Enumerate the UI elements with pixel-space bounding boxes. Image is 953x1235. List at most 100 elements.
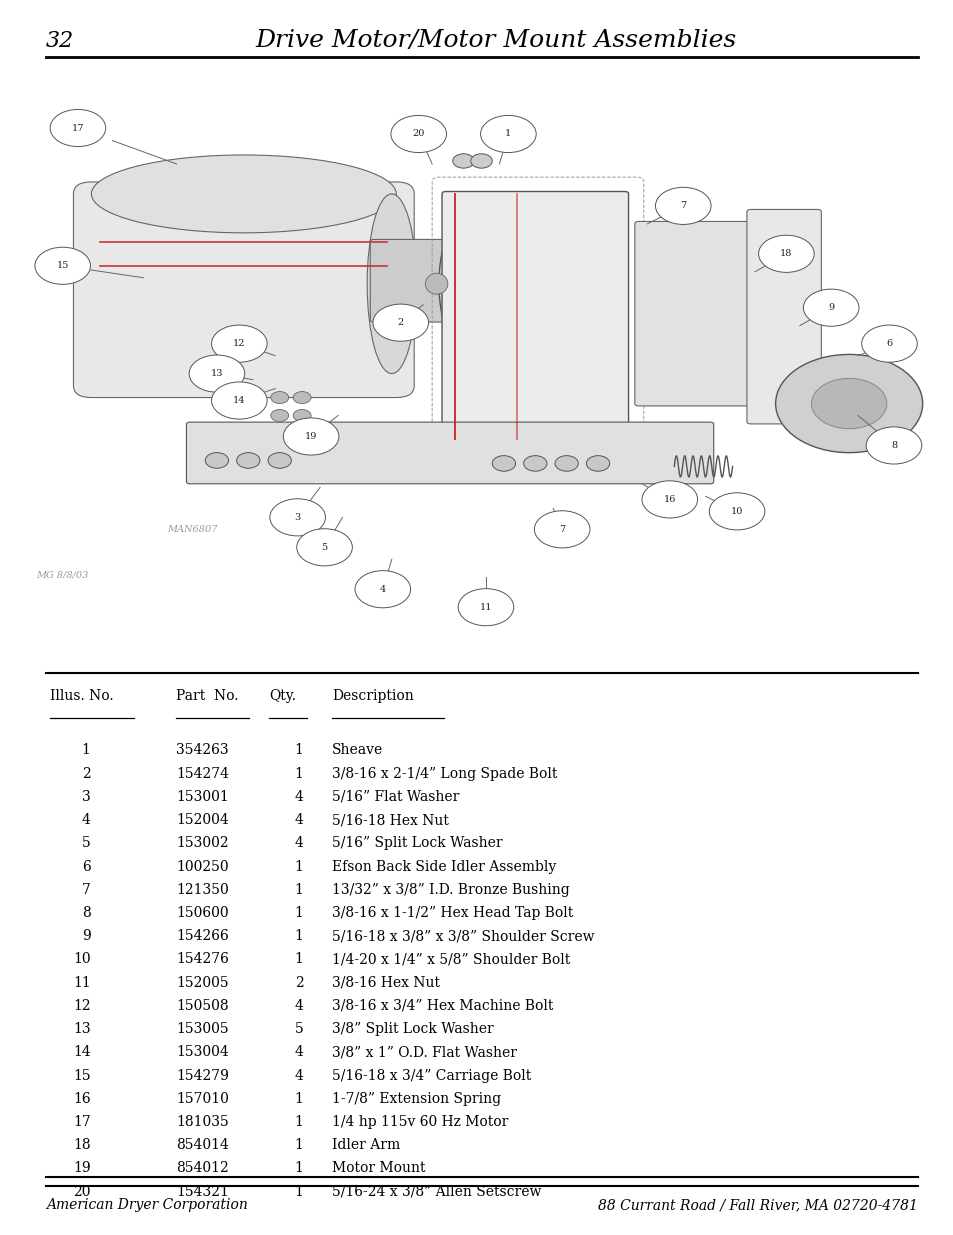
Circle shape <box>655 188 710 225</box>
Circle shape <box>523 456 546 472</box>
Text: 15: 15 <box>56 262 69 270</box>
Text: 854012: 854012 <box>176 1161 229 1176</box>
Text: 3: 3 <box>294 513 300 522</box>
Circle shape <box>586 456 609 472</box>
Text: 4: 4 <box>294 836 303 851</box>
Text: 4: 4 <box>379 584 386 594</box>
Text: 17: 17 <box>71 124 84 132</box>
Text: 16: 16 <box>663 495 676 504</box>
Circle shape <box>293 410 311 421</box>
Text: 2: 2 <box>397 319 403 327</box>
Circle shape <box>236 453 260 468</box>
Text: 150508: 150508 <box>176 999 229 1013</box>
Text: 4: 4 <box>294 999 303 1013</box>
Text: 6: 6 <box>885 340 892 348</box>
Circle shape <box>296 529 352 566</box>
Circle shape <box>205 453 229 468</box>
Text: 5/16-18 x 3/8” x 3/8” Shoulder Screw: 5/16-18 x 3/8” x 3/8” Shoulder Screw <box>332 929 594 944</box>
Text: 1: 1 <box>294 860 303 873</box>
Text: 3/8-16 x 3/4” Hex Machine Bolt: 3/8-16 x 3/4” Hex Machine Bolt <box>332 999 553 1013</box>
Text: 88 Currant Road / Fall River, MA 02720-4781: 88 Currant Road / Fall River, MA 02720-4… <box>598 1198 917 1212</box>
Text: 3: 3 <box>82 790 91 804</box>
Text: 11: 11 <box>479 603 492 611</box>
Text: 13/32” x 3/8” I.D. Bronze Bushing: 13/32” x 3/8” I.D. Bronze Bushing <box>332 883 569 897</box>
Text: 1: 1 <box>294 952 303 967</box>
Text: 100250: 100250 <box>176 860 229 873</box>
Text: 154321: 154321 <box>176 1184 229 1199</box>
Text: Illus. No.: Illus. No. <box>50 689 113 703</box>
Text: 5/16-18 Hex Nut: 5/16-18 Hex Nut <box>332 813 449 827</box>
Text: 5: 5 <box>294 1023 303 1036</box>
Text: 3/8” Split Lock Washer: 3/8” Split Lock Washer <box>332 1023 494 1036</box>
Circle shape <box>470 154 492 168</box>
Text: 1: 1 <box>294 767 303 781</box>
Circle shape <box>271 410 289 421</box>
Text: Sheave: Sheave <box>332 743 383 757</box>
Text: 9: 9 <box>827 304 834 312</box>
Circle shape <box>212 325 267 362</box>
Text: 152005: 152005 <box>176 976 229 989</box>
Text: 157010: 157010 <box>176 1092 229 1105</box>
FancyBboxPatch shape <box>634 221 767 406</box>
Circle shape <box>555 456 578 472</box>
Text: 1: 1 <box>294 1115 303 1129</box>
Text: 15: 15 <box>73 1068 91 1083</box>
Ellipse shape <box>91 154 395 233</box>
Text: 17: 17 <box>72 1115 91 1129</box>
Text: 7: 7 <box>82 883 91 897</box>
Ellipse shape <box>456 242 497 326</box>
Text: 153002: 153002 <box>176 836 229 851</box>
Text: 5/16-18 x 3/4” Carriage Bolt: 5/16-18 x 3/4” Carriage Bolt <box>332 1068 531 1083</box>
Text: 1: 1 <box>294 883 303 897</box>
Text: 1: 1 <box>294 1184 303 1199</box>
Text: 1/4 hp 115v 60 Hz Motor: 1/4 hp 115v 60 Hz Motor <box>332 1115 508 1129</box>
Circle shape <box>51 110 106 147</box>
Circle shape <box>811 378 886 429</box>
Circle shape <box>775 354 922 453</box>
Text: American Dryer Corporation: American Dryer Corporation <box>46 1198 247 1212</box>
Circle shape <box>453 154 474 168</box>
Text: 154276: 154276 <box>176 952 229 967</box>
FancyBboxPatch shape <box>73 182 414 398</box>
Text: Idler Arm: Idler Arm <box>332 1139 400 1152</box>
Text: 854014: 854014 <box>176 1139 229 1152</box>
Text: 153004: 153004 <box>176 1045 229 1060</box>
Text: MAN6807: MAN6807 <box>168 525 218 535</box>
Ellipse shape <box>425 273 447 294</box>
Text: 5/16-24 x 3/8” Allen Setscrew: 5/16-24 x 3/8” Allen Setscrew <box>332 1184 540 1199</box>
Text: 1-7/8” Extension Spring: 1-7/8” Extension Spring <box>332 1092 500 1105</box>
Text: 153001: 153001 <box>176 790 229 804</box>
Text: 5: 5 <box>321 543 327 552</box>
Text: Part  No.: Part No. <box>176 689 239 703</box>
Text: Qty.: Qty. <box>269 689 295 703</box>
Text: 4: 4 <box>294 1045 303 1060</box>
Text: 1: 1 <box>294 743 303 757</box>
Text: 154266: 154266 <box>176 929 229 944</box>
Text: 3/8” x 1” O.D. Flat Washer: 3/8” x 1” O.D. Flat Washer <box>332 1045 517 1060</box>
Circle shape <box>492 456 515 472</box>
Text: 7: 7 <box>679 201 685 210</box>
Text: 5/16” Flat Washer: 5/16” Flat Washer <box>332 790 459 804</box>
Text: 150600: 150600 <box>176 906 229 920</box>
Text: 7: 7 <box>558 525 565 534</box>
Circle shape <box>271 391 289 404</box>
Circle shape <box>373 304 428 341</box>
Circle shape <box>865 427 921 464</box>
Text: 1/4-20 x 1/4” x 5/8” Shoulder Bolt: 1/4-20 x 1/4” x 5/8” Shoulder Bolt <box>332 952 570 967</box>
Text: 8: 8 <box>82 906 91 920</box>
Text: 20: 20 <box>73 1184 91 1199</box>
Text: 121350: 121350 <box>176 883 229 897</box>
Circle shape <box>802 289 858 326</box>
Text: 3/8-16 x 2-1/4” Long Spade Bolt: 3/8-16 x 2-1/4” Long Spade Bolt <box>332 767 557 781</box>
Circle shape <box>293 391 311 404</box>
FancyBboxPatch shape <box>746 210 821 424</box>
Circle shape <box>268 453 291 468</box>
FancyBboxPatch shape <box>370 240 494 322</box>
Text: 13: 13 <box>211 369 223 378</box>
Text: 10: 10 <box>730 506 742 516</box>
Text: Drive Motor/Motor Mount Assemblies: Drive Motor/Motor Mount Assemblies <box>255 28 736 52</box>
Text: 12: 12 <box>233 340 245 348</box>
Text: 354263: 354263 <box>176 743 229 757</box>
Text: 18: 18 <box>73 1139 91 1152</box>
Text: 8: 8 <box>890 441 896 450</box>
